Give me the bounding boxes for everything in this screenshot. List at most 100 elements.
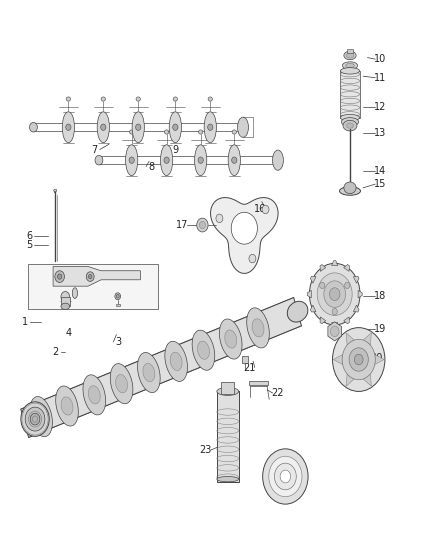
Text: 6: 6 xyxy=(26,231,32,241)
Polygon shape xyxy=(320,264,326,271)
Circle shape xyxy=(262,205,269,214)
Text: 11: 11 xyxy=(374,73,387,83)
Ellipse shape xyxy=(57,274,62,279)
Ellipse shape xyxy=(136,97,141,101)
Ellipse shape xyxy=(346,63,354,68)
Ellipse shape xyxy=(61,303,70,310)
Ellipse shape xyxy=(66,97,71,101)
Circle shape xyxy=(330,326,339,337)
Text: 23: 23 xyxy=(200,445,212,455)
Ellipse shape xyxy=(54,189,57,192)
Ellipse shape xyxy=(62,112,74,143)
Circle shape xyxy=(320,282,325,288)
Ellipse shape xyxy=(97,112,110,143)
Ellipse shape xyxy=(56,386,78,426)
Text: 21: 21 xyxy=(244,362,256,373)
Ellipse shape xyxy=(126,145,138,175)
Circle shape xyxy=(329,288,340,301)
Polygon shape xyxy=(53,266,141,286)
Text: 9: 9 xyxy=(172,144,178,155)
Ellipse shape xyxy=(198,130,203,134)
Polygon shape xyxy=(363,374,371,386)
Ellipse shape xyxy=(340,115,360,121)
Ellipse shape xyxy=(169,112,181,143)
Ellipse shape xyxy=(272,150,283,170)
Bar xyxy=(340,71,360,118)
Text: 5: 5 xyxy=(26,240,32,250)
Ellipse shape xyxy=(72,288,78,298)
Text: 4: 4 xyxy=(65,328,71,338)
Ellipse shape xyxy=(340,68,360,74)
Polygon shape xyxy=(332,322,338,328)
Circle shape xyxy=(332,309,337,315)
Ellipse shape xyxy=(132,112,145,143)
Ellipse shape xyxy=(217,387,239,395)
Text: 18: 18 xyxy=(374,290,387,301)
Circle shape xyxy=(269,456,302,497)
Ellipse shape xyxy=(115,293,120,300)
Ellipse shape xyxy=(143,364,155,382)
Circle shape xyxy=(275,463,296,490)
Text: 22: 22 xyxy=(272,388,284,398)
Polygon shape xyxy=(344,317,350,324)
Ellipse shape xyxy=(346,53,354,58)
Ellipse shape xyxy=(339,187,360,195)
Ellipse shape xyxy=(116,294,119,298)
Circle shape xyxy=(324,281,346,308)
Polygon shape xyxy=(375,354,384,365)
Ellipse shape xyxy=(232,130,237,134)
Ellipse shape xyxy=(160,145,173,175)
Polygon shape xyxy=(358,290,362,298)
Ellipse shape xyxy=(88,274,92,279)
Bar xyxy=(249,381,268,385)
Ellipse shape xyxy=(61,292,70,302)
Circle shape xyxy=(345,282,350,288)
Circle shape xyxy=(199,221,205,229)
Ellipse shape xyxy=(110,364,133,404)
Ellipse shape xyxy=(129,157,134,164)
Ellipse shape xyxy=(170,352,182,370)
Ellipse shape xyxy=(30,397,53,437)
Text: 1: 1 xyxy=(21,317,28,327)
Bar xyxy=(61,297,70,306)
Ellipse shape xyxy=(66,124,71,131)
Ellipse shape xyxy=(61,397,73,415)
Ellipse shape xyxy=(138,352,160,393)
Text: 15: 15 xyxy=(374,179,387,189)
Ellipse shape xyxy=(287,301,308,322)
Polygon shape xyxy=(333,354,343,365)
Polygon shape xyxy=(328,322,342,341)
Circle shape xyxy=(280,470,290,483)
Text: 7: 7 xyxy=(92,144,98,155)
Ellipse shape xyxy=(25,407,45,431)
Ellipse shape xyxy=(208,97,212,101)
Ellipse shape xyxy=(173,124,178,131)
Ellipse shape xyxy=(55,271,64,282)
Polygon shape xyxy=(311,276,316,283)
Ellipse shape xyxy=(116,375,127,393)
Circle shape xyxy=(263,449,308,504)
Circle shape xyxy=(342,340,375,379)
Ellipse shape xyxy=(88,386,100,404)
Ellipse shape xyxy=(237,117,248,138)
Ellipse shape xyxy=(101,124,106,131)
Bar xyxy=(217,391,239,482)
Ellipse shape xyxy=(204,112,216,143)
Ellipse shape xyxy=(136,124,141,131)
Ellipse shape xyxy=(29,123,37,132)
Bar xyxy=(347,49,353,53)
Circle shape xyxy=(317,273,352,316)
Ellipse shape xyxy=(165,341,187,382)
Text: 17: 17 xyxy=(176,220,188,230)
Ellipse shape xyxy=(247,308,269,348)
Ellipse shape xyxy=(343,120,357,131)
Ellipse shape xyxy=(164,157,169,164)
Circle shape xyxy=(249,254,256,263)
Ellipse shape xyxy=(21,402,49,437)
Text: 24: 24 xyxy=(278,472,291,481)
Bar xyxy=(242,357,248,363)
Circle shape xyxy=(231,212,258,244)
Ellipse shape xyxy=(225,330,237,348)
Text: 16: 16 xyxy=(254,204,267,214)
Polygon shape xyxy=(344,264,350,271)
